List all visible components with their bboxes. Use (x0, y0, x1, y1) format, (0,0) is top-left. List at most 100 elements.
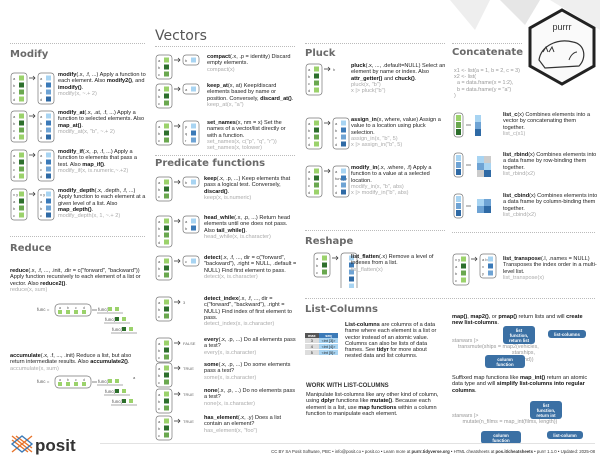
example-code: list_rbind(x2) (503, 170, 536, 177)
text-segment: (.l, .names = NULL) Transposes the index… (503, 256, 597, 275)
text-segment: return lists and will (516, 314, 567, 320)
text-segment: . (291, 95, 294, 102)
svg-text:x y: x y (40, 192, 45, 197)
svg-text:a: a (185, 87, 188, 92)
text-segment: (x, where, value) Assign a value to a lo… (351, 117, 441, 136)
arrow-icon (174, 299, 181, 305)
text-segment: and (382, 75, 395, 82)
svg-text:b: b (67, 378, 69, 382)
function-name: map2() (470, 314, 489, 320)
function-name: attr_getter() (351, 75, 383, 82)
text-segment: . (81, 122, 83, 129)
example-code: modify(x, ~.+ 2) (58, 90, 97, 97)
suffixed-map-text: Suffixed map functions like map_int() re… (452, 375, 597, 394)
example-code: modify_at(x, "b", ~.+ 2) (58, 128, 115, 135)
text-segment: (.x, .p, ...) Keep elements that pass a … (204, 176, 291, 189)
text-segment: , (467, 314, 471, 320)
svg-text:func(: func( (105, 317, 116, 322)
predicate-item: every(.x, .p, ...) Do all elements pass … (204, 337, 299, 356)
vector-item: keep_at(x, at) Keep/discard elements bas… (207, 83, 297, 108)
svg-text:a: a (185, 219, 188, 224)
text-segment: . (104, 161, 106, 168)
function-name: accumulate2() (90, 359, 128, 366)
section-title-vectors: Vectors (155, 28, 207, 44)
diagram-icon: x y abc a b c xy (452, 253, 497, 286)
arrow-icon (29, 152, 36, 158)
text-segment: (.x, .p = identity) Discard empty elemen… (207, 54, 291, 67)
reshape-item: list_flatten(.x) Remove a level of index… (351, 254, 441, 273)
svg-text:p: p (185, 124, 188, 129)
svg-text:c: c (75, 378, 77, 382)
svg-text:c: c (13, 213, 15, 218)
text-segment: . (475, 387, 477, 394)
code-line: starships, (452, 350, 535, 357)
text-segment: (.x, .f, ..., dir = c("forward", "backwa… (204, 296, 292, 321)
example-code: reduce(x, sum) (10, 286, 48, 293)
section-divider (155, 46, 295, 47)
table-cell: <int [5]> (318, 349, 339, 356)
example-code: keep_at(x, "a") (207, 101, 244, 108)
svg-text:a: a (455, 264, 458, 269)
example-code: head_while(x, is.character) (204, 233, 271, 240)
function-name: modify_in (351, 165, 378, 171)
modify-item: modify_at(.x, .at, .f, ...) Apply a func… (58, 110, 146, 135)
svg-text:a: a (158, 341, 161, 346)
function-name: map_at() (58, 122, 82, 129)
svg-text:b: b (335, 128, 338, 133)
table-cell: 3 (305, 338, 319, 344)
section-divider (10, 43, 145, 44)
function-name: discard_at() (260, 95, 292, 102)
text-segment: Suffixed map functions like (452, 375, 520, 381)
svg-text:TRUE: TRUE (183, 419, 194, 424)
svg-text:b: b (40, 160, 43, 165)
text-segment: (.x, .f, ...) Apply a function to each e… (58, 72, 146, 85)
function-name: map_if() (82, 161, 105, 168)
function-name: tidyr (376, 347, 389, 354)
code-line: mutate(n_films = map_int(films, length)) (452, 419, 558, 426)
diagram-icon: abc 3 (155, 296, 186, 322)
svg-text:a: a (40, 199, 43, 204)
annotation-bubble: column function (485, 355, 525, 368)
svg-text:b: b (158, 94, 161, 99)
svg-text:a: a (158, 87, 161, 92)
svg-text:c: c (185, 259, 187, 264)
table-cell: 5 (305, 349, 319, 356)
vector-item: compact(.x, .p = identity) Discard empty… (207, 54, 297, 73)
modify-item: modify_depth(.x, .depth, .f, ...) Apply … (58, 188, 146, 219)
example-code: list_c(x1) (503, 130, 526, 137)
text-segment: . (414, 75, 417, 82)
text-segment: (.x, .at, .f, ...) Apply a function to s… (58, 110, 145, 123)
svg-text:b: b (13, 121, 16, 126)
text-segment: , or (488, 314, 499, 320)
svg-text:func(: func( (112, 327, 123, 332)
svg-text:a: a (158, 419, 161, 424)
function-name: map_depth() (58, 206, 92, 213)
function-name: none (204, 388, 218, 394)
concatenate-item: list_rbind(x) Combines elements into a d… (503, 152, 598, 177)
text-segment: Manipulate list-columns like any other k… (306, 392, 439, 405)
diagram-icon: abc pqr (155, 120, 200, 146)
example-code: compact(x) (207, 66, 235, 73)
table-cell: <int [4]> (318, 343, 339, 350)
svg-text:x y: x y (455, 257, 460, 262)
function-name: list_transpose (503, 256, 541, 262)
code-line: b = data.frame(y = "a") (454, 86, 512, 93)
example-code: pluck(x, "b") (351, 81, 381, 88)
annotation-bubble: column function (481, 431, 521, 444)
annotation-bubble: list function, return list (503, 326, 535, 344)
function-name: assign_in (351, 117, 377, 123)
function-name: map() (452, 314, 468, 320)
svg-text:c: c (308, 81, 310, 86)
svg-text:a: a (335, 121, 338, 126)
svg-text:y: y (482, 271, 484, 276)
text-segment: CC BY SA Posit Software, PBC • info@posi… (271, 449, 412, 454)
svg-text:d: d (40, 135, 42, 140)
concatenate-diagram-icon (453, 193, 491, 219)
arrow-icon (29, 75, 36, 81)
code-line: transmute(ships = map2(vehicles, (452, 344, 539, 351)
example-code: detect(x, is.character) (204, 273, 258, 280)
arrow-icon (174, 123, 181, 129)
text-segment: . (91, 206, 94, 213)
